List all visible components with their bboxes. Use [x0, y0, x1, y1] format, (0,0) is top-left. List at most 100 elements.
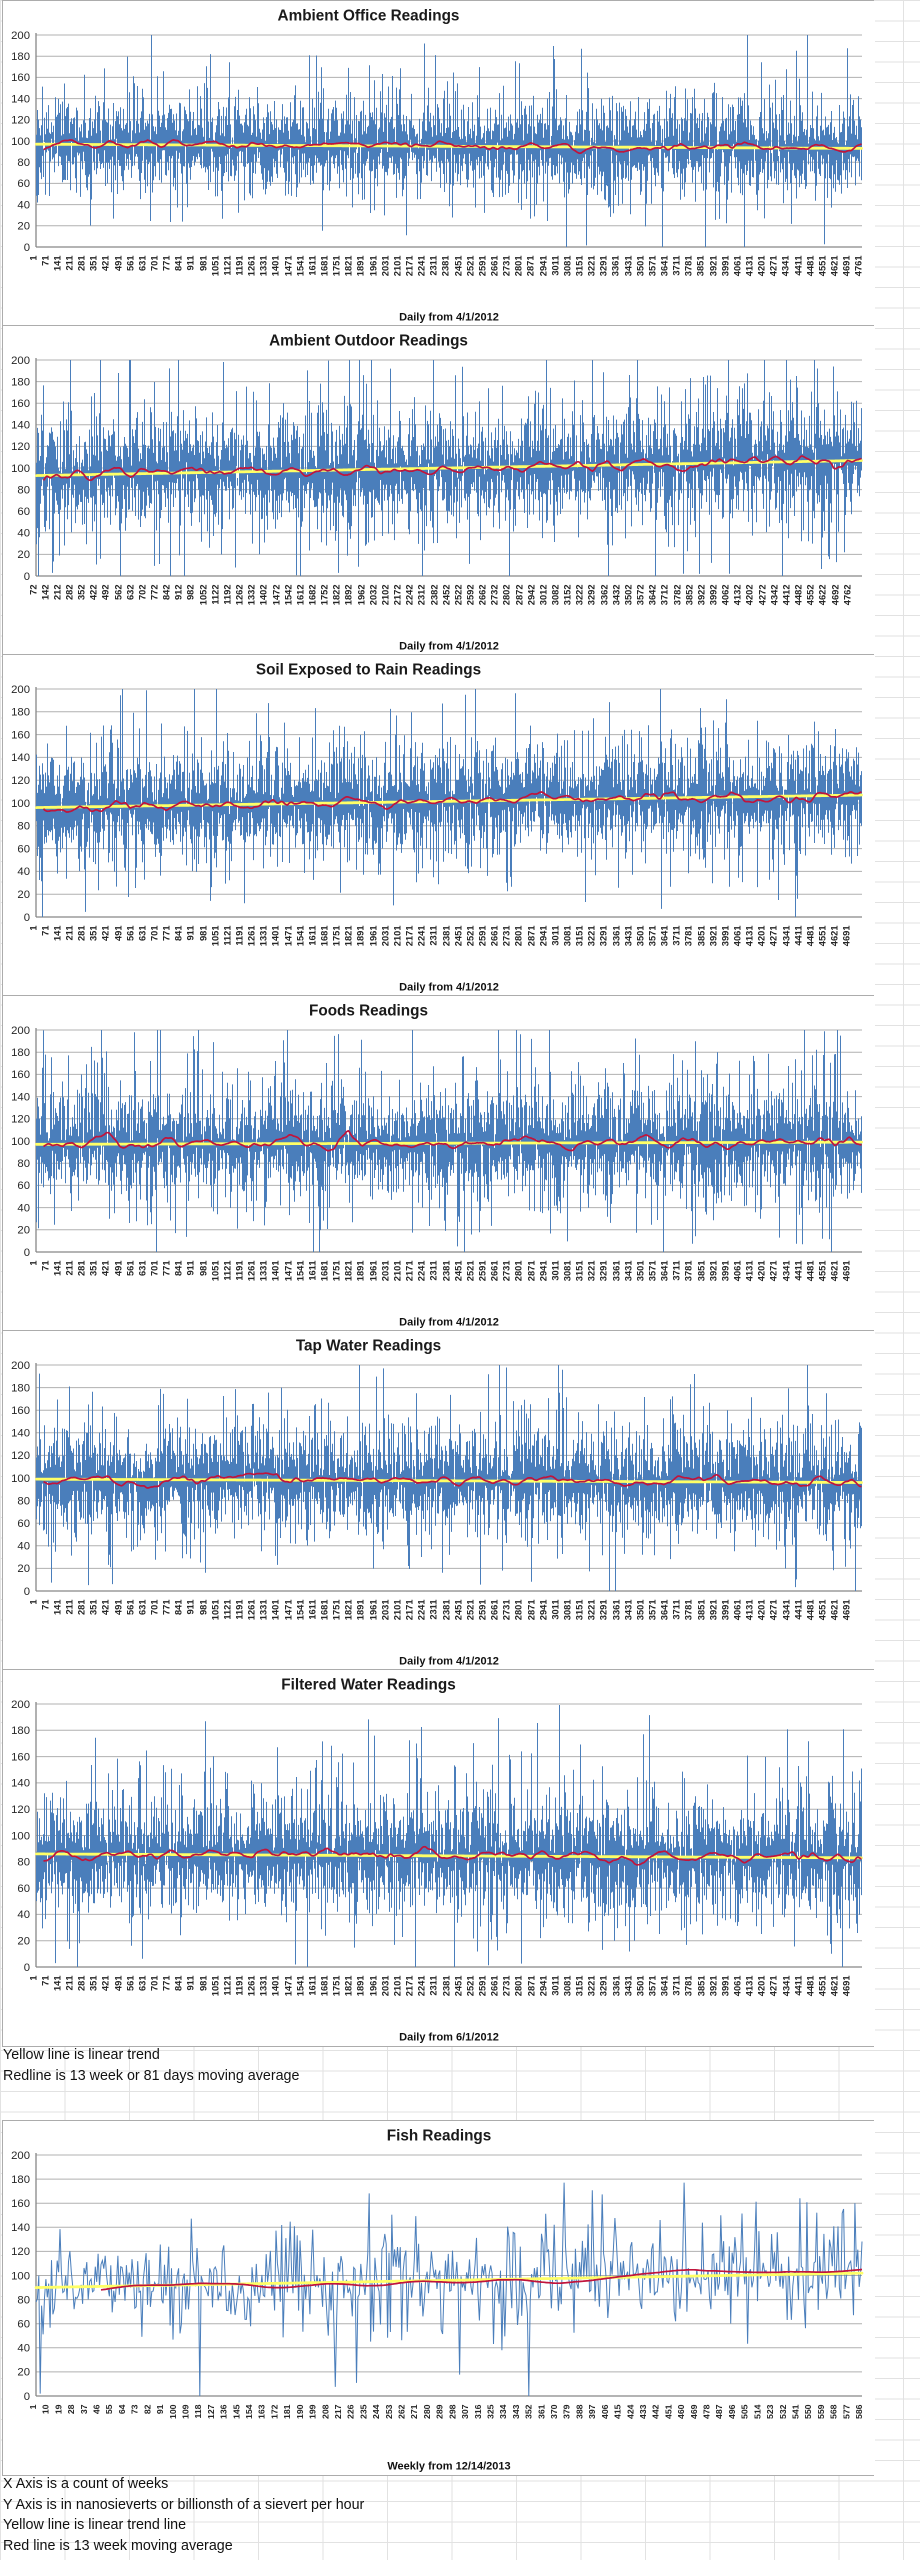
svg-text:3011: 3011 — [551, 256, 561, 276]
svg-text:1751: 1751 — [332, 1976, 342, 1997]
svg-text:1541: 1541 — [296, 1976, 306, 1997]
svg-text:200: 200 — [11, 1699, 30, 1711]
svg-text:140: 140 — [11, 752, 30, 764]
svg-text:2241: 2241 — [417, 256, 427, 277]
svg-text:631: 631 — [138, 926, 148, 942]
svg-text:298: 298 — [447, 2404, 457, 2419]
svg-text:771: 771 — [162, 1600, 172, 1616]
svg-text:Soil Exposed to Rain Readings: Soil Exposed to Rain Readings — [256, 662, 481, 679]
svg-text:487: 487 — [714, 2404, 724, 2419]
svg-text:154: 154 — [244, 2404, 254, 2419]
svg-text:3081: 3081 — [563, 1261, 573, 1282]
svg-text:2381: 2381 — [442, 926, 452, 947]
svg-text:1541: 1541 — [296, 1600, 306, 1621]
svg-text:180: 180 — [11, 1382, 30, 1394]
svg-text:1752: 1752 — [320, 585, 330, 606]
svg-text:20: 20 — [17, 1936, 30, 1948]
svg-text:40: 40 — [17, 2343, 30, 2355]
svg-text:200: 200 — [11, 355, 30, 367]
svg-text:1121: 1121 — [223, 926, 233, 946]
svg-text:2241: 2241 — [417, 1600, 427, 1621]
svg-text:1: 1 — [29, 1600, 39, 1605]
svg-text:421: 421 — [101, 1600, 111, 1616]
svg-text:1471: 1471 — [284, 926, 294, 947]
svg-text:3922: 3922 — [697, 585, 707, 606]
svg-text:1681: 1681 — [320, 926, 330, 947]
svg-text:2941: 2941 — [539, 256, 549, 277]
svg-text:100: 100 — [11, 798, 30, 810]
svg-text:771: 771 — [162, 1261, 172, 1277]
svg-text:1401: 1401 — [271, 1976, 281, 1997]
svg-text:2101: 2101 — [393, 926, 403, 947]
svg-text:4621: 4621 — [830, 1600, 840, 1621]
svg-text:3221: 3221 — [587, 926, 597, 947]
svg-text:1051: 1051 — [211, 1976, 221, 1997]
svg-text:1891: 1891 — [356, 1600, 366, 1621]
svg-text:2171: 2171 — [405, 256, 415, 277]
svg-text:281: 281 — [77, 1261, 87, 1277]
svg-text:469: 469 — [689, 2404, 699, 2419]
svg-text:1821: 1821 — [344, 256, 354, 277]
svg-text:586: 586 — [854, 2404, 864, 2419]
svg-text:2031: 2031 — [381, 926, 391, 947]
svg-text:4551: 4551 — [818, 256, 828, 277]
svg-text:3921: 3921 — [709, 256, 719, 277]
svg-text:1611: 1611 — [308, 926, 318, 946]
svg-text:4551: 4551 — [818, 926, 828, 947]
svg-text:4341: 4341 — [782, 1600, 792, 1621]
svg-text:561: 561 — [126, 256, 136, 272]
svg-text:2942: 2942 — [527, 585, 537, 606]
svg-text:2522: 2522 — [454, 585, 464, 606]
svg-text:3641: 3641 — [660, 256, 670, 277]
svg-text:3921: 3921 — [709, 1600, 719, 1621]
svg-text:3921: 3921 — [709, 1976, 719, 1997]
svg-text:4341: 4341 — [782, 1976, 792, 1997]
svg-text:2801: 2801 — [514, 1976, 524, 1997]
svg-text:4691: 4691 — [842, 256, 852, 277]
svg-text:2451: 2451 — [454, 1976, 464, 1997]
svg-text:100: 100 — [11, 1830, 30, 1842]
svg-text:60: 60 — [17, 506, 30, 518]
svg-text:142: 142 — [41, 585, 51, 601]
svg-text:911: 911 — [186, 256, 196, 271]
svg-text:3991: 3991 — [721, 1261, 731, 1282]
svg-text:2381: 2381 — [442, 1261, 452, 1282]
svg-text:397: 397 — [587, 2404, 597, 2419]
svg-text:523: 523 — [765, 2404, 775, 2419]
svg-text:351: 351 — [89, 1600, 99, 1616]
svg-text:2171: 2171 — [405, 1261, 415, 1282]
svg-text:1891: 1891 — [356, 1261, 366, 1282]
svg-text:37: 37 — [79, 2404, 89, 2414]
svg-text:2451: 2451 — [454, 256, 464, 277]
svg-text:3571: 3571 — [648, 926, 658, 947]
svg-text:4691: 4691 — [842, 1261, 852, 1282]
svg-text:145: 145 — [231, 2404, 241, 2419]
svg-text:3432: 3432 — [612, 585, 622, 606]
svg-text:1541: 1541 — [296, 256, 306, 277]
svg-text:141: 141 — [53, 256, 63, 272]
svg-text:568: 568 — [829, 2404, 839, 2419]
svg-text:1401: 1401 — [271, 1261, 281, 1282]
svg-text:2451: 2451 — [454, 1600, 464, 1621]
svg-text:1821: 1821 — [344, 1976, 354, 1997]
svg-text:91: 91 — [155, 2404, 165, 2414]
svg-text:4692: 4692 — [831, 585, 841, 606]
svg-text:4131: 4131 — [745, 1600, 755, 1621]
svg-text:40: 40 — [17, 199, 30, 211]
svg-text:2241: 2241 — [417, 1261, 427, 1282]
svg-text:1261: 1261 — [247, 256, 257, 277]
svg-text:2871: 2871 — [527, 1261, 537, 1282]
svg-text:1681: 1681 — [320, 1976, 330, 1997]
svg-text:307: 307 — [460, 2404, 470, 2419]
svg-text:3221: 3221 — [587, 1600, 597, 1621]
svg-text:3572: 3572 — [636, 585, 646, 606]
svg-text:4131: 4131 — [745, 1261, 755, 1282]
svg-text:3711: 3711 — [672, 256, 682, 276]
svg-text:2451: 2451 — [454, 926, 464, 947]
svg-text:3991: 3991 — [721, 1600, 731, 1621]
svg-text:1611: 1611 — [308, 1600, 318, 1620]
svg-text:80: 80 — [17, 2294, 30, 2306]
svg-text:0: 0 — [24, 2391, 30, 2403]
svg-text:180: 180 — [11, 1725, 30, 1737]
svg-text:71: 71 — [41, 1976, 51, 1986]
